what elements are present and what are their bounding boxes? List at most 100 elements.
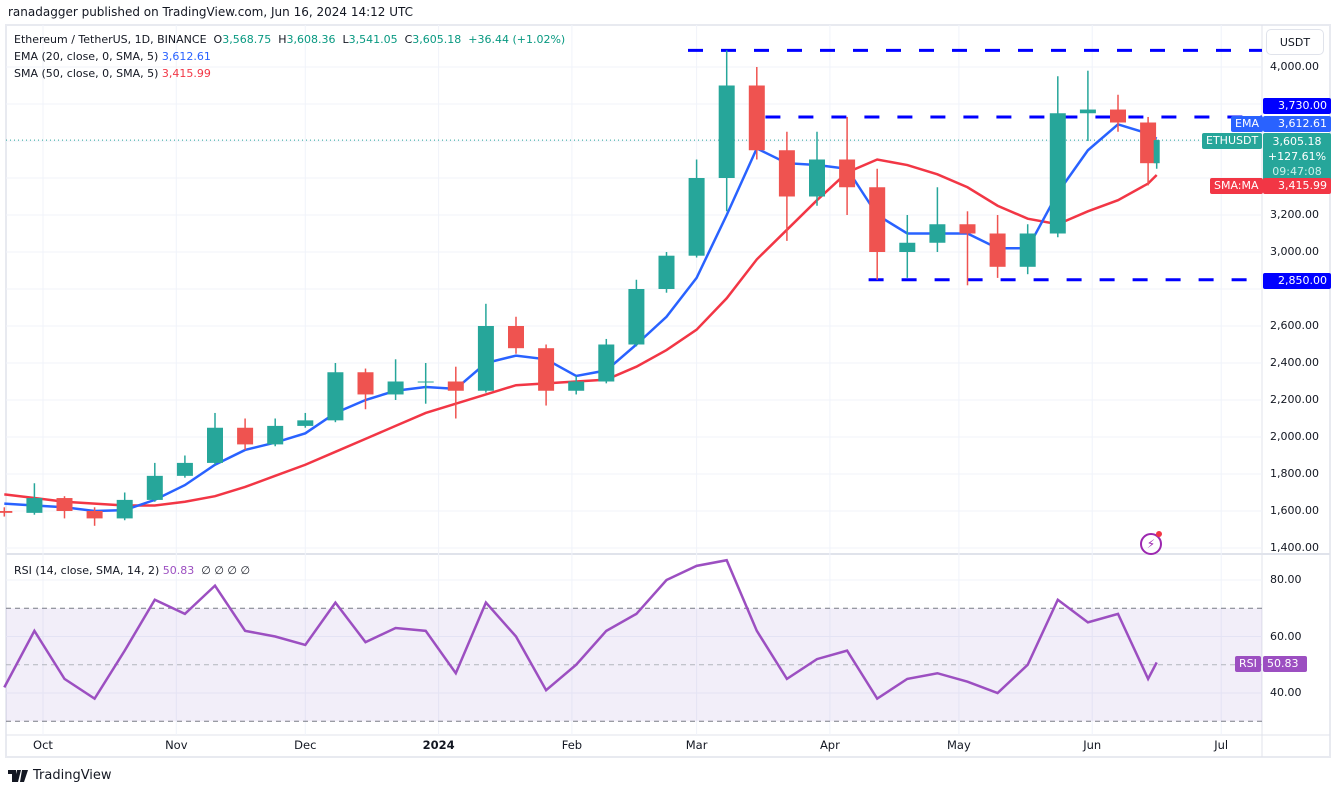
candle-body — [116, 499, 133, 519]
bar-countdown: 09:47:08 — [1272, 165, 1322, 178]
open-label: O — [213, 33, 223, 46]
close-value: 3,605.18 — [412, 33, 462, 46]
candle-body — [809, 159, 825, 197]
rsi-legend[interactable]: RSI (14, close, SMA, 14, 2) 50.83 ∅ ∅ ∅ … — [14, 562, 250, 579]
currency-button[interactable]: USDT — [1266, 29, 1324, 55]
ema-price-tag: 3,612.61 — [1263, 116, 1331, 132]
candle-body — [538, 348, 555, 391]
tradingview-logo-icon — [8, 769, 28, 782]
symbol-tag: ETHUSDT — [1202, 133, 1263, 149]
time-axis-label: Feb — [561, 738, 583, 752]
price-tick: 2,000.00 — [1270, 430, 1319, 443]
price-tick: 1,600.00 — [1270, 504, 1319, 517]
time-axis-label: Jun — [1083, 738, 1102, 752]
last-pct: +127.61% — [1267, 150, 1327, 163]
rsi-name-tag: RSI — [1235, 656, 1261, 672]
publish-info: ranadagger published on TradingView.com,… — [8, 5, 413, 19]
level-high-tag: 3,730.00 — [1263, 98, 1331, 114]
ema-name-tag: EMA — [1231, 116, 1263, 132]
candle-body — [598, 344, 615, 382]
lightning-alert-icon[interactable]: ⚡ — [1140, 533, 1162, 555]
brand-name: TradingView — [33, 768, 112, 783]
rsi-band — [6, 608, 1262, 722]
candle-body — [1140, 122, 1157, 164]
tradingview-logo[interactable]: TradingView — [8, 768, 112, 783]
candle-body — [357, 372, 374, 395]
price-tick: 2,200.00 — [1270, 393, 1319, 406]
candle-body — [1049, 113, 1066, 234]
chart-frame — [5, 24, 1331, 758]
symbol-name[interactable]: Ethereum / TetherUS, 1D, BINANCE — [14, 33, 207, 46]
candle-body — [658, 255, 675, 289]
candle-body — [929, 224, 946, 243]
price-tick: 4,000.00 — [1270, 60, 1319, 73]
high-value: 3,608.36 — [286, 33, 336, 46]
last-price-tag: 3,605.18 +127.61% 09:47:08 — [1263, 133, 1331, 182]
candle-body — [959, 224, 976, 234]
rsi-extra: ∅ ∅ ∅ ∅ — [201, 564, 251, 577]
candle-body — [1153, 140, 1160, 164]
level-low-tag: 2,850.00 — [1263, 273, 1331, 289]
sma-price-tag: 3,415.99 — [1263, 178, 1331, 194]
last-price: 3,605.18 — [1272, 135, 1322, 148]
price-tick: 1,400.00 — [1270, 541, 1319, 554]
candle-body — [688, 178, 705, 256]
candle-body — [417, 381, 434, 383]
candle-body — [1079, 109, 1096, 114]
time-axis-label: 2024 — [422, 738, 455, 752]
candle-body — [899, 242, 916, 252]
rsi-label: RSI (14, close, SMA, 14, 2) — [14, 564, 160, 577]
rsi-value-tag: 50.83 — [1263, 656, 1307, 672]
price-tick: 2,600.00 — [1270, 319, 1319, 332]
ema-line — [4, 122, 1158, 513]
sma-label: SMA (50, close, 0, SMA, 5) — [14, 67, 159, 80]
candle-body — [267, 425, 284, 445]
candle-body — [1019, 233, 1036, 267]
close-label: C — [404, 33, 413, 46]
ema-value: 3,612.61 — [161, 50, 211, 63]
candle-body — [447, 381, 464, 391]
candle-body — [207, 427, 223, 463]
candle-body — [1110, 109, 1126, 123]
candle-body — [327, 372, 344, 421]
price-tick: 3,000.00 — [1270, 245, 1319, 258]
candle-body — [26, 498, 43, 513]
rsi-line — [3, 558, 1158, 701]
candle-body — [297, 420, 314, 426]
low-label: L — [342, 33, 349, 46]
candle-body — [387, 381, 404, 395]
time-axis-label: Dec — [294, 738, 317, 752]
time-axis-label: Nov — [165, 738, 188, 752]
ema-label: EMA (20, close, 0, SMA, 5) — [14, 50, 159, 63]
candle-body — [176, 462, 193, 476]
rsi-value: 50.83 — [162, 564, 195, 577]
rsi-tick: 40.00 — [1270, 686, 1302, 699]
price-tick: 2,400.00 — [1270, 356, 1319, 369]
low-value: 3,541.05 — [348, 33, 398, 46]
candle-body — [56, 498, 73, 511]
candle-body — [778, 150, 795, 197]
candle-body — [568, 381, 585, 391]
symbol-legend: Ethereum / TetherUS, 1D, BINANCE O3,568.… — [14, 31, 565, 48]
sma-legend[interactable]: SMA (50, close, 0, SMA, 5) 3,415.99 — [14, 65, 211, 82]
ema-legend[interactable]: EMA (20, close, 0, SMA, 5) 3,612.61 — [14, 48, 211, 65]
price-tick: 3,200.00 — [1270, 208, 1319, 221]
candle-body — [508, 326, 524, 349]
sma-line — [4, 158, 1158, 507]
candle-body — [869, 187, 886, 252]
rsi-tick: 80.00 — [1270, 573, 1302, 586]
candle-body — [477, 326, 494, 391]
change-value: +36.44 (+1.02%) — [468, 33, 566, 46]
candle-body — [86, 511, 103, 519]
candle-body — [146, 475, 163, 500]
candle-body — [748, 85, 765, 151]
open-value: 3,568.75 — [222, 33, 272, 46]
candle-body — [839, 159, 856, 188]
sma-value: 3,415.99 — [161, 67, 211, 80]
candle-body — [237, 427, 254, 445]
time-axis-label: Jul — [1214, 738, 1229, 752]
time-axis-label: Apr — [819, 738, 840, 752]
sma-name-tag: SMA:MA — [1210, 178, 1263, 194]
candle-body — [0, 511, 13, 513]
